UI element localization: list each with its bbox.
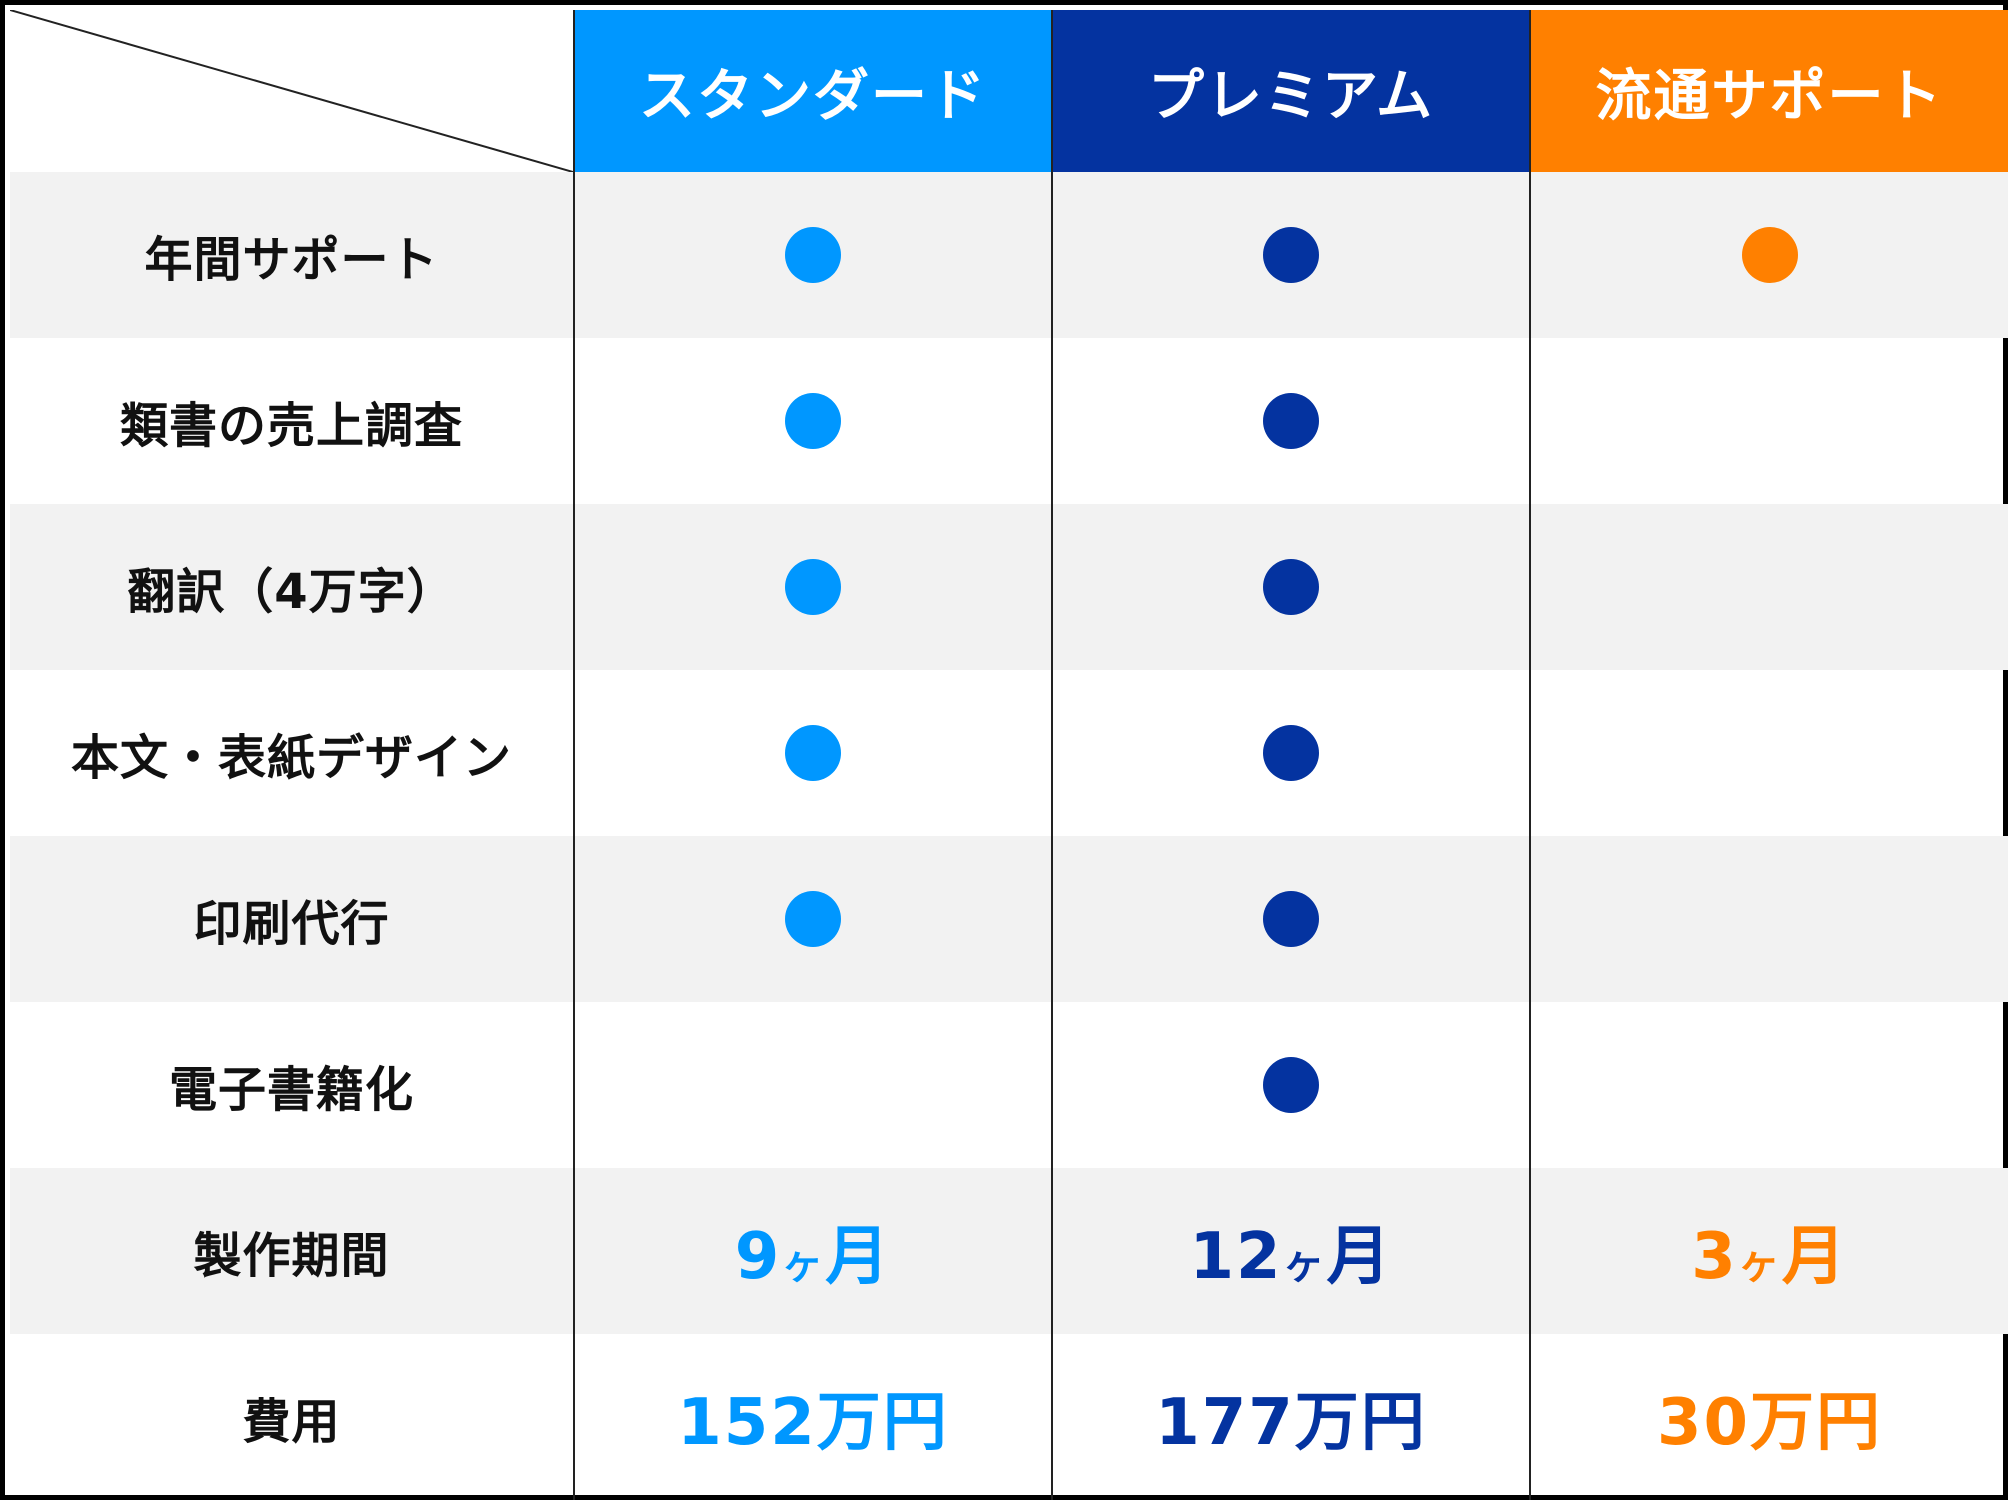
row-label-period: 製作期間 xyxy=(10,1168,575,1334)
row-label-design: 本文・表紙デザイン xyxy=(10,670,575,836)
check-dot-icon xyxy=(785,393,841,449)
period-cell-standard: 9ヶ月 xyxy=(575,1168,1053,1334)
cost-cell-premium: 177万円 xyxy=(1053,1334,1531,1500)
period-cell-premium: 12ヶ月 xyxy=(1053,1168,1531,1334)
table-cell xyxy=(575,836,1053,1002)
check-dot-icon xyxy=(785,725,841,781)
table-cell xyxy=(575,504,1053,670)
corner-cell xyxy=(10,10,575,172)
check-dot-icon xyxy=(785,891,841,947)
period-value: 3ヶ月 xyxy=(1691,1220,1848,1294)
column-header-standard: スタンダード xyxy=(575,10,1053,172)
cost-cell-distribution: 30万円 xyxy=(1531,1334,2008,1500)
cost-value: 177万円 xyxy=(1155,1386,1427,1460)
table-cell xyxy=(1053,172,1531,338)
table-cell xyxy=(575,338,1053,504)
row-label-sales-research: 類書の売上調査 xyxy=(10,338,575,504)
check-dot-icon xyxy=(1263,227,1319,283)
table-cell xyxy=(1053,1002,1531,1168)
row-label-ebook: 電子書籍化 xyxy=(10,1002,575,1168)
period-value: 9ヶ月 xyxy=(734,1220,892,1294)
check-dot-icon xyxy=(1263,891,1319,947)
check-dot-icon xyxy=(785,559,841,615)
check-dot-icon xyxy=(1263,559,1319,615)
period-value: 12ヶ月 xyxy=(1189,1220,1393,1294)
table-cell xyxy=(575,172,1053,338)
row-label-printing: 印刷代行 xyxy=(10,836,575,1002)
table-cell xyxy=(1531,670,2008,836)
column-header-distribution: 流通サポート xyxy=(1531,10,2008,172)
table-cell xyxy=(1531,1002,2008,1168)
comparison-table: スタンダード プレミアム 流通サポート 年間サポート 類書の売上調査 翻訳（4万… xyxy=(10,10,2008,1500)
cost-cell-standard: 152万円 xyxy=(575,1334,1053,1500)
table-cell xyxy=(575,1002,1053,1168)
check-dot-icon xyxy=(1263,393,1319,449)
check-dot-icon xyxy=(785,227,841,283)
table-cell xyxy=(1531,338,2008,504)
table-cell xyxy=(1531,172,2008,338)
row-label-translation: 翻訳（4万字） xyxy=(10,504,575,670)
table-cell xyxy=(1531,504,2008,670)
check-dot-icon xyxy=(1263,1057,1319,1113)
row-label-cost: 費用 xyxy=(10,1334,575,1500)
check-dot-icon xyxy=(1263,725,1319,781)
table-cell xyxy=(1531,836,2008,1002)
cost-value: 152万円 xyxy=(677,1386,949,1460)
cost-value: 30万円 xyxy=(1656,1386,1883,1460)
table-cell xyxy=(1053,836,1531,1002)
table-cell xyxy=(1053,338,1531,504)
diagonal-line-icon xyxy=(10,10,573,172)
table-cell xyxy=(575,670,1053,836)
table-cell xyxy=(1053,504,1531,670)
row-label-annual-support: 年間サポート xyxy=(10,172,575,338)
period-cell-distribution: 3ヶ月 xyxy=(1531,1168,2008,1334)
column-header-premium: プレミアム xyxy=(1053,10,1531,172)
table-cell xyxy=(1053,670,1531,836)
check-dot-icon xyxy=(1741,227,1798,283)
